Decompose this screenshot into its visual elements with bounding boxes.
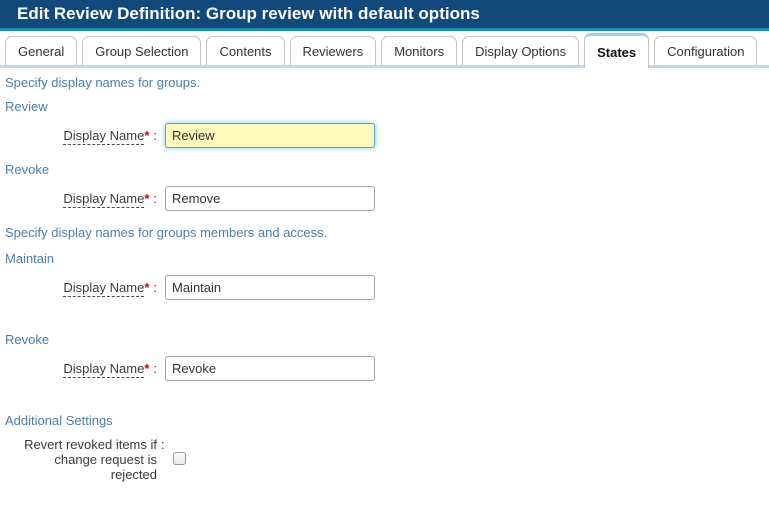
additional-settings-heading: Additional Settings	[5, 413, 113, 428]
tab-general[interactable]: General	[5, 36, 78, 65]
tab-group-selection[interactable]: Group Selection	[82, 36, 202, 65]
members-intro-text: Specify display names for groups members…	[5, 225, 328, 240]
label-colon: :	[153, 280, 157, 295]
display-name-label: Display Name*:	[63, 191, 157, 208]
section-heading-revoke-access: Revoke	[5, 332, 50, 347]
display-name-input-maintain[interactable]	[165, 275, 375, 300]
section-heading-revoke: Revoke	[5, 162, 50, 177]
display-name-input-revoke-access[interactable]	[165, 356, 375, 381]
required-marker: *	[144, 128, 150, 143]
section-heading-maintain: Maintain	[5, 251, 55, 266]
tab-bar: General Group Selection Contents Reviewe…	[0, 31, 769, 68]
revert-revoked-label: Revert revoked items if change request i…	[24, 437, 157, 482]
required-marker: *	[144, 191, 150, 206]
states-tab-panel: Specify display names for groups. Review…	[0, 68, 769, 482]
tab-configuration[interactable]: Configuration	[654, 36, 758, 65]
tab-monitors[interactable]: Monitors	[381, 36, 458, 65]
section-heading-review: Review	[5, 99, 48, 114]
required-marker: *	[144, 280, 150, 295]
label-colon: :	[161, 437, 165, 452]
display-name-label: Display Name*:	[63, 361, 157, 378]
tab-states[interactable]: States	[584, 33, 650, 68]
tab-contents[interactable]: Contents	[206, 36, 285, 65]
maintain-display-name-row: Display Name*:	[5, 275, 769, 300]
label-colon: :	[153, 128, 157, 143]
review-display-name-row: Display Name*:	[5, 123, 769, 148]
label-colon: :	[153, 361, 157, 376]
display-name-input-review[interactable]	[165, 123, 375, 148]
tab-reviewers[interactable]: Reviewers	[289, 36, 377, 65]
revoke-display-name-row: Display Name*:	[5, 186, 769, 211]
revert-revoked-checkbox[interactable]	[172, 452, 186, 465]
display-name-input-revoke[interactable]	[165, 186, 375, 211]
groups-intro-text: Specify display names for groups.	[5, 75, 201, 90]
label-colon: :	[153, 191, 157, 206]
page-title: Edit Review Definition: Group review wit…	[0, 0, 769, 31]
display-name-label: Display Name*:	[63, 280, 157, 297]
required-marker: *	[144, 361, 150, 376]
tab-display-options[interactable]: Display Options	[462, 36, 580, 65]
edit-review-definition-window: Edit Review Definition: Group review wit…	[0, 0, 769, 482]
revoke-access-display-name-row: Display Name*:	[5, 356, 769, 381]
display-name-label: Display Name*:	[63, 128, 157, 145]
revert-revoked-row: Revert revoked items if change request i…	[5, 437, 769, 482]
